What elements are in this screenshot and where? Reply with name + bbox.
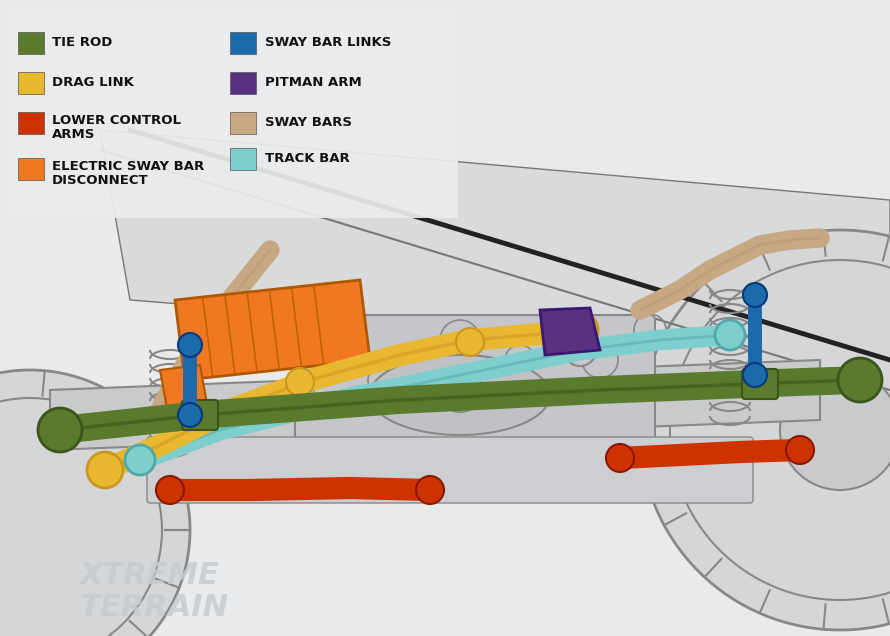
- Circle shape: [87, 452, 123, 488]
- Circle shape: [178, 333, 202, 357]
- Circle shape: [743, 283, 767, 307]
- Text: XTREME: XTREME: [80, 560, 220, 590]
- Text: TRACK BAR: TRACK BAR: [265, 153, 350, 165]
- Circle shape: [416, 476, 444, 504]
- FancyBboxPatch shape: [182, 400, 218, 430]
- Text: SWAY BAR LINKS: SWAY BAR LINKS: [265, 36, 392, 50]
- Text: DISCONNECT: DISCONNECT: [52, 174, 149, 186]
- Circle shape: [438, 368, 482, 412]
- Text: ELECTRIC SWAY BAR: ELECTRIC SWAY BAR: [52, 160, 204, 172]
- Bar: [18, 72, 44, 94]
- Polygon shape: [160, 365, 210, 425]
- Text: DRAG LINK: DRAG LINK: [52, 76, 134, 90]
- Text: TERRAIN: TERRAIN: [80, 593, 229, 623]
- FancyBboxPatch shape: [295, 315, 655, 455]
- Circle shape: [780, 370, 890, 490]
- Bar: [18, 32, 44, 54]
- FancyBboxPatch shape: [742, 369, 778, 399]
- Circle shape: [182, 342, 218, 378]
- Bar: [230, 148, 256, 170]
- Bar: [230, 112, 256, 134]
- Text: SWAY BARS: SWAY BARS: [265, 116, 352, 130]
- Circle shape: [838, 358, 882, 402]
- Circle shape: [286, 368, 314, 396]
- Circle shape: [125, 445, 155, 475]
- Text: LOWER CONTROL: LOWER CONTROL: [52, 113, 181, 127]
- Circle shape: [786, 436, 814, 464]
- Polygon shape: [540, 308, 600, 355]
- Polygon shape: [175, 280, 370, 380]
- Bar: [18, 112, 44, 134]
- Circle shape: [562, 312, 598, 348]
- Text: TIE ROD: TIE ROD: [52, 36, 112, 50]
- Circle shape: [606, 444, 634, 472]
- FancyBboxPatch shape: [8, 8, 458, 218]
- Polygon shape: [50, 360, 820, 450]
- Text: PITMAN ARM: PITMAN ARM: [265, 76, 361, 90]
- Circle shape: [156, 476, 184, 504]
- Bar: [18, 158, 44, 180]
- Circle shape: [456, 328, 484, 356]
- Circle shape: [640, 230, 890, 630]
- Bar: [230, 32, 256, 54]
- FancyBboxPatch shape: [147, 437, 753, 503]
- Ellipse shape: [370, 355, 550, 435]
- Circle shape: [743, 363, 767, 387]
- Circle shape: [564, 334, 596, 366]
- Polygon shape: [100, 130, 890, 360]
- Circle shape: [0, 370, 190, 636]
- Circle shape: [38, 408, 82, 452]
- Circle shape: [178, 403, 202, 427]
- Text: ARMS: ARMS: [52, 127, 95, 141]
- Bar: [230, 72, 256, 94]
- Circle shape: [715, 320, 745, 350]
